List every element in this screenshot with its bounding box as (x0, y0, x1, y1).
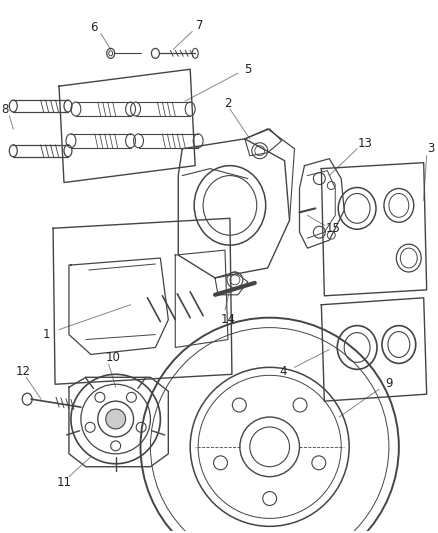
Text: 10: 10 (105, 351, 120, 364)
Text: 14: 14 (220, 313, 236, 326)
Text: 13: 13 (358, 138, 372, 150)
Text: 5: 5 (244, 63, 251, 76)
Text: 3: 3 (427, 142, 434, 155)
Text: 8: 8 (2, 102, 9, 116)
Text: 7: 7 (196, 19, 204, 32)
Text: 6: 6 (90, 21, 98, 34)
Text: 12: 12 (16, 365, 31, 378)
Text: 9: 9 (385, 377, 392, 390)
Circle shape (106, 409, 126, 429)
Text: 4: 4 (280, 365, 287, 378)
Text: 11: 11 (57, 476, 71, 489)
Text: 1: 1 (42, 328, 50, 341)
Text: 15: 15 (326, 222, 341, 235)
Text: 2: 2 (224, 96, 232, 110)
